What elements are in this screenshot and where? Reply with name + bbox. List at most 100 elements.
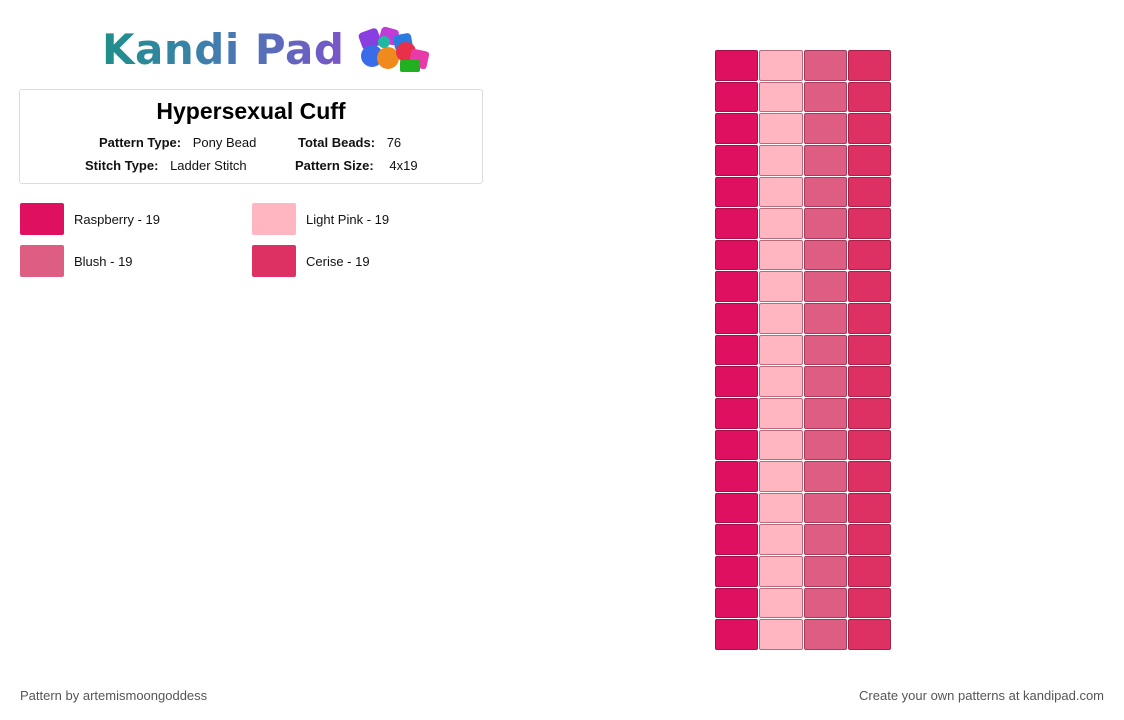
bead: [847, 303, 891, 334]
bead: [847, 81, 891, 113]
bead: [847, 144, 891, 176]
bead: [803, 587, 847, 619]
bead: [715, 556, 759, 587]
bead: [803, 619, 847, 650]
bead: [759, 208, 803, 239]
pattern-info-card: Hypersexual Cuff Pattern Type: Pony Bead…: [19, 89, 483, 184]
legend-label: Raspberry - 19: [74, 211, 160, 227]
bead: [759, 429, 803, 461]
legend-swatch: [20, 245, 64, 277]
stitch-type-row: Stitch Type: Ladder Stitch: [85, 158, 247, 173]
bead: [847, 334, 891, 366]
legend-label: Blush - 19: [74, 253, 133, 269]
bead: [803, 556, 847, 587]
bead: [847, 366, 891, 397]
bead: [803, 113, 847, 144]
bead: [715, 113, 759, 144]
legend-label: Light Pink - 19: [306, 211, 390, 227]
bead: [715, 619, 759, 650]
bead: [759, 113, 803, 144]
bead: [847, 461, 891, 492]
bead: [715, 524, 759, 556]
bead: [803, 176, 847, 208]
bead: [847, 397, 891, 429]
bead: [803, 429, 847, 461]
bead: [715, 303, 759, 334]
bead: [759, 239, 803, 271]
bead: [715, 461, 759, 492]
bead: [803, 303, 847, 334]
bead: [715, 208, 759, 239]
bead: [715, 271, 759, 303]
bead: [803, 524, 847, 556]
pattern-size-value: 4x19: [389, 158, 418, 173]
bead: [847, 271, 891, 303]
kandipad-link[interactable]: Create your own patterns at kandipad.com: [859, 688, 1104, 703]
bead: [759, 619, 803, 650]
bead: [759, 271, 803, 303]
bead: [847, 556, 891, 587]
pattern-size-row: Pattern Size: 4x19: [295, 158, 418, 173]
bead: [847, 176, 891, 208]
bead: [803, 366, 847, 397]
bead: [715, 144, 759, 176]
bead: [759, 556, 803, 587]
bead: [759, 366, 803, 397]
bead: [803, 50, 847, 81]
bead: [715, 50, 759, 81]
legend-item-cerise: Cerise - 19: [252, 245, 370, 277]
bead: [803, 271, 847, 303]
pattern-type-value: Pony Bead: [192, 135, 257, 150]
legend-swatch: [252, 245, 296, 277]
bead-pile-icon: [359, 26, 430, 72]
bead: [803, 492, 847, 524]
bead: [759, 492, 803, 524]
legend-item-raspberry: Raspberry - 19: [20, 203, 160, 235]
bead: [803, 334, 847, 366]
bead: [715, 587, 759, 619]
kandi-pad-logo[interactable]: Kandi Pad: [102, 24, 430, 74]
bead: [847, 492, 891, 524]
bead: [715, 239, 759, 271]
bead: [715, 81, 759, 113]
total-beads-value: 76: [386, 135, 402, 150]
bead: [715, 176, 759, 208]
bead: [847, 619, 891, 650]
stitch-type-value: Ladder Stitch: [170, 158, 247, 173]
legend-label: Cerise - 19: [306, 253, 370, 269]
bead: [803, 81, 847, 113]
bead: [759, 334, 803, 366]
total-beads-row: Total Beads: 76: [298, 135, 401, 150]
bead: [847, 429, 891, 461]
bead-pattern-grid: [715, 50, 892, 651]
pattern-size-label: Pattern Size:: [295, 158, 374, 173]
pattern-credit: Pattern by artemismoongoddess: [20, 688, 208, 703]
bead: [847, 113, 891, 144]
bead: [847, 208, 891, 239]
stitch-type-label: Stitch Type:: [85, 158, 159, 173]
bead: [803, 208, 847, 239]
bead: [759, 524, 803, 556]
bead: [759, 81, 803, 113]
bead: [715, 492, 759, 524]
bead: [715, 397, 759, 429]
bead: [847, 524, 891, 556]
bead: [847, 587, 891, 619]
bead: [803, 461, 847, 492]
legend-swatch: [252, 203, 296, 235]
bead: [803, 397, 847, 429]
bead: [759, 144, 803, 176]
bead: [759, 397, 803, 429]
bead: [715, 429, 759, 461]
bead: [759, 50, 803, 81]
legend-item-blush: Blush - 19: [20, 245, 133, 277]
total-beads-label: Total Beads:: [298, 135, 376, 150]
bead: [803, 144, 847, 176]
pattern-title: Hypersexual Cuff: [156, 98, 346, 124]
bead: [803, 239, 847, 271]
legend-swatch: [20, 203, 64, 235]
bead: [715, 366, 759, 397]
bead: [715, 334, 759, 366]
pattern-type-row: Pattern Type: Pony Bead: [99, 135, 256, 150]
pattern-type-label: Pattern Type:: [99, 135, 182, 150]
